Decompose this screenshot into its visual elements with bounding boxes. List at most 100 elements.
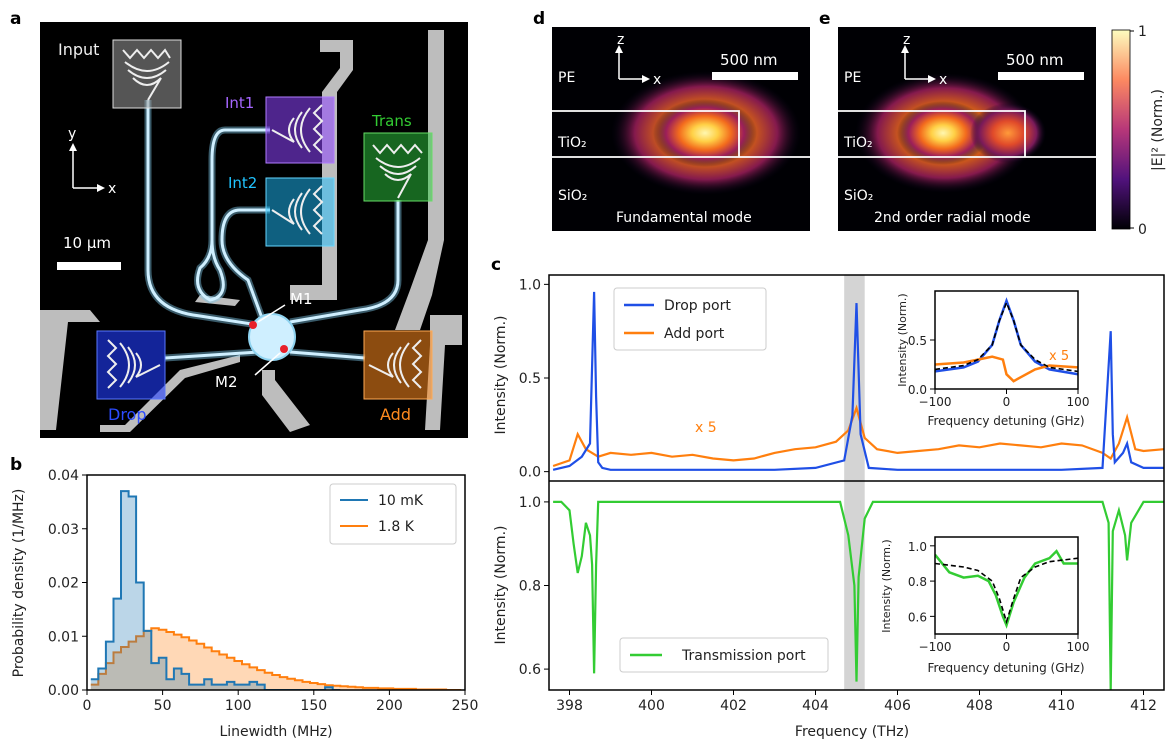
chart-c-bottom-ytick-label: 1.0 bbox=[519, 495, 541, 511]
marker-m2-label: M2 bbox=[215, 373, 238, 391]
marker-m2-dot bbox=[280, 345, 288, 353]
chart-c-xtick-label: 402 bbox=[720, 698, 747, 714]
inset-bottom-ytick-label: 1.0 bbox=[908, 540, 927, 554]
port-label-input: Input bbox=[58, 40, 99, 59]
inset-bottom-xtick-label: 0 bbox=[1003, 640, 1011, 654]
layer-label-pe-e: PE bbox=[844, 70, 861, 86]
marker-m1-dot bbox=[249, 321, 257, 329]
device-micrograph: M1 M2 Input Int1 Int2 Trans Drop bbox=[40, 22, 468, 438]
chart-b-xtick-label: 150 bbox=[300, 698, 327, 714]
chart-b-ytick-label: 0.01 bbox=[48, 629, 79, 645]
chart-c-bottom-ytick-label: 0.6 bbox=[519, 662, 541, 678]
port-label-int2: Int2 bbox=[228, 174, 257, 192]
chart-b-ytick-label: 0.02 bbox=[48, 576, 79, 592]
inset-bottom-ytick-label: 0.6 bbox=[908, 610, 927, 624]
chart-c-bottom-ytick-label: 0.8 bbox=[519, 579, 541, 595]
panel-label-c: c bbox=[491, 255, 501, 275]
inset-top-annotation: x 5 bbox=[1049, 349, 1069, 364]
scale-bar-label-e: 500 nm bbox=[1006, 51, 1064, 69]
svg-text:z: z bbox=[617, 32, 624, 48]
layer-label-tio2-d: TiO₂ bbox=[557, 135, 587, 151]
mode-label-e: 2nd order radial mode bbox=[874, 210, 1031, 226]
chart-c-xtick-label: 412 bbox=[1130, 698, 1157, 714]
chart-c-xtick-label: 410 bbox=[1048, 698, 1075, 714]
chart-b-ytick-label: 0.03 bbox=[48, 522, 79, 538]
legend-label-drop: Drop port bbox=[664, 298, 731, 314]
grating-drop bbox=[97, 331, 165, 399]
chart-b-xtick-label: 0 bbox=[83, 698, 92, 714]
chart-c-top-ytick-label: 0.5 bbox=[519, 371, 541, 387]
port-label-trans: Trans bbox=[371, 112, 412, 130]
scale-bar-d bbox=[712, 72, 798, 80]
inset-top-xlabel: Frequency detuning (GHz) bbox=[927, 414, 1084, 428]
port-label-int1: Int1 bbox=[225, 94, 254, 112]
grating-int1 bbox=[266, 97, 334, 163]
chart-c-bottom-ylabel: Intensity (Norm.) bbox=[493, 526, 509, 645]
grating-add bbox=[364, 331, 432, 399]
chart-b-xtick-label: 200 bbox=[376, 698, 403, 714]
panel-label-b: b bbox=[10, 455, 22, 475]
marker-m1-label: M1 bbox=[290, 290, 313, 308]
svg-text:x: x bbox=[653, 72, 661, 88]
inset-top-ytick-label: 0.0 bbox=[908, 383, 927, 397]
svg-text:x: x bbox=[939, 72, 947, 88]
colorbar-min: 0 bbox=[1138, 222, 1147, 238]
legend-label-trans: Transmission port bbox=[681, 648, 806, 664]
grating-input bbox=[113, 40, 181, 108]
panel-label-e: e bbox=[819, 9, 831, 29]
mode-profile-d: z x 500 nm PE TiO₂ SiO₂ Fundamental mode bbox=[552, 27, 810, 231]
panel-label-d: d bbox=[533, 9, 545, 29]
inset-top-ytick-label: 0.5 bbox=[908, 334, 927, 348]
chart-b-xtick-label: 100 bbox=[225, 698, 252, 714]
inset-top-ylabel: Intensity (Norm.) bbox=[896, 293, 909, 386]
inset-top-xtick-label: 100 bbox=[1067, 395, 1090, 409]
port-label-add: Add bbox=[380, 405, 411, 424]
chart-c-top-ytick-label: 1.0 bbox=[519, 277, 541, 293]
scale-bar-label-a: 10 μm bbox=[63, 234, 111, 252]
chart-b-xtick-label: 50 bbox=[154, 698, 172, 714]
chart-b-legend: 10 mK 1.8 K bbox=[330, 484, 456, 544]
inset-top-xtick-label: 0 bbox=[1003, 395, 1011, 409]
chart-b-ytick-label: 0.00 bbox=[48, 683, 79, 699]
chart-b-xlabel: Linewidth (MHz) bbox=[219, 724, 332, 740]
chart-c-xtick-label: 408 bbox=[966, 698, 993, 714]
legend-label-add: Add port bbox=[664, 326, 725, 342]
colorbar: 1 0 |E|² (Norm.) bbox=[1112, 24, 1166, 238]
svg-text:x: x bbox=[108, 181, 116, 197]
chart-c-bottom-legend: Transmission port bbox=[620, 638, 828, 672]
scale-bar-a bbox=[57, 262, 121, 270]
inset-bottom-ylabel: Intensity (Norm.) bbox=[880, 539, 893, 632]
scale-bar-e bbox=[998, 72, 1084, 80]
chart-b-ylabel: Probability density (1/MHz) bbox=[11, 489, 27, 678]
legend-label-1p8k: 1.8 K bbox=[378, 519, 415, 535]
chart-b-ytick-label: 0.04 bbox=[48, 468, 79, 484]
inset-bottom-xtick-label: −100 bbox=[919, 640, 952, 654]
colorbar-label: |E|² (Norm.) bbox=[1150, 89, 1166, 171]
chart-c-top-legend: Drop port Add port bbox=[614, 288, 766, 350]
chart-c-xtick-label: 398 bbox=[556, 698, 583, 714]
mode-profile-e: z x 500 nm PE TiO₂ SiO₂ 2nd order radial… bbox=[838, 27, 1096, 231]
panel-label-a: a bbox=[10, 9, 21, 29]
inset-bottom-ytick-label: 0.8 bbox=[908, 575, 927, 589]
grating-trans bbox=[364, 133, 432, 201]
layer-label-sio2-d: SiO₂ bbox=[558, 188, 587, 204]
chart-c-top-ytick-label: 0.0 bbox=[519, 465, 541, 481]
inset-top: −100 0 100 0.0 0.5 x 5 Frequency detuning (G… bbox=[896, 291, 1089, 428]
scale-bar-label-d: 500 nm bbox=[720, 51, 778, 69]
chart-c-top-annotation: x 5 bbox=[695, 420, 717, 436]
inset-top-xtick-label: −100 bbox=[919, 395, 952, 409]
mode-label-d: Fundamental mode bbox=[616, 210, 752, 226]
layer-label-sio2-e: SiO₂ bbox=[844, 188, 873, 204]
inset-bottom-xlabel: Frequency detuning (GHz) bbox=[927, 661, 1084, 675]
ring-resonator bbox=[249, 314, 295, 360]
colorbar-max: 1 bbox=[1138, 24, 1147, 40]
legend-label-10mk: 10 mK bbox=[378, 493, 424, 509]
layer-label-pe-d: PE bbox=[558, 70, 575, 86]
chart-c-xtick-label: 404 bbox=[802, 698, 829, 714]
layer-label-tio2-e: TiO₂ bbox=[843, 135, 873, 151]
chart-c: 398 400 402 404 406 408 410 412 0.0 0.5 1.0 0.6 0.8 1… bbox=[493, 275, 1164, 740]
chart-c-xlabel: Frequency (THz) bbox=[795, 724, 909, 740]
svg-text:z: z bbox=[903, 32, 910, 48]
chart-b-xtick-label: 250 bbox=[452, 698, 479, 714]
